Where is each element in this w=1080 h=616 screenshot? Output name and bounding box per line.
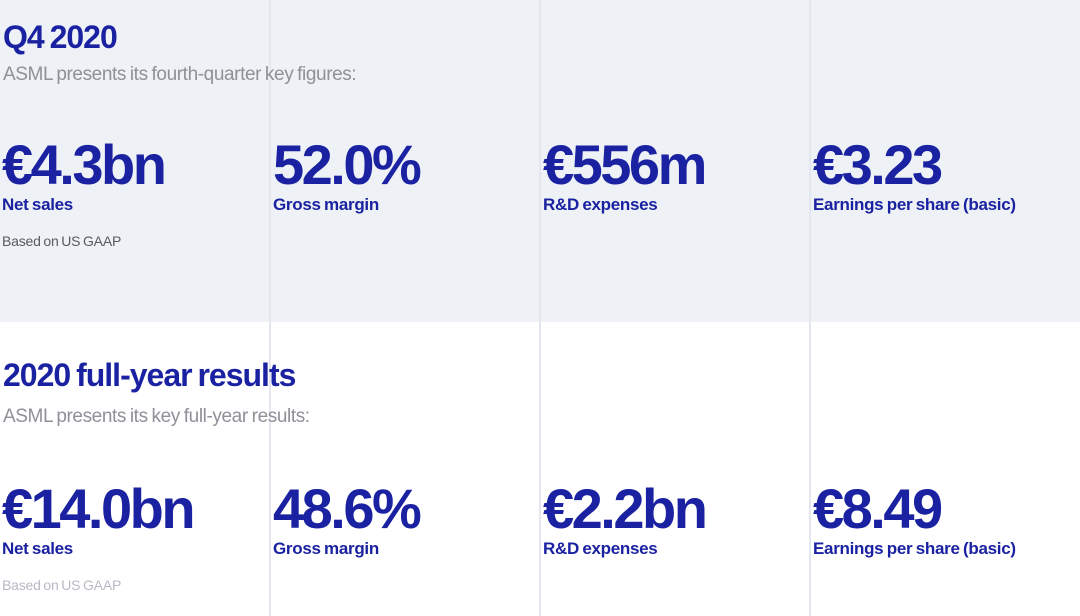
metric-value: €4.3bn bbox=[2, 133, 167, 196]
full-year-section-title: 2020 full-year results bbox=[3, 357, 296, 393]
metric-value: €3.23 bbox=[813, 133, 943, 196]
metric-q4-net-sales: €4.3bn Net sales Based on US GAAP bbox=[2, 136, 258, 250]
metric-q4-eps: €3.23 Earnings per share (basic) bbox=[813, 136, 1069, 215]
metric-fy-gross-margin: 48.6% Gross margin bbox=[273, 480, 529, 559]
full-year-section-subtitle: ASML presents its key full-year results: bbox=[3, 406, 310, 427]
metric-q4-gross-margin: 52.0% Gross margin bbox=[273, 136, 529, 215]
column-divider-2 bbox=[539, 0, 541, 616]
metric-note: Based on US GAAP bbox=[2, 233, 122, 249]
metric-note: Based on US GAAP bbox=[2, 577, 122, 593]
metric-value: €14.0bn bbox=[2, 477, 196, 540]
metric-value: 52.0% bbox=[273, 133, 422, 196]
metric-value: €2.2bn bbox=[543, 477, 708, 540]
metric-label: Earnings per share (basic) bbox=[813, 539, 1016, 558]
metric-q4-rd-expenses: €556m R&D expenses bbox=[543, 136, 799, 215]
column-divider-3 bbox=[809, 0, 811, 616]
metric-label: Earnings per share (basic) bbox=[813, 195, 1016, 214]
q4-section-title: Q4 2020 bbox=[3, 19, 118, 55]
column-divider-1 bbox=[269, 0, 271, 616]
metric-value: €556m bbox=[543, 133, 707, 196]
metric-label: Net sales bbox=[2, 539, 73, 558]
metric-fy-rd-expenses: €2.2bn R&D expenses bbox=[543, 480, 799, 559]
metric-label: Net sales bbox=[2, 195, 73, 214]
metric-label: Gross margin bbox=[273, 195, 379, 214]
metric-value: 48.6% bbox=[273, 477, 422, 540]
metric-fy-eps: €8.49 Earnings per share (basic) bbox=[813, 480, 1069, 559]
metric-label: Gross margin bbox=[273, 539, 379, 558]
metric-label: R&D expenses bbox=[543, 539, 658, 558]
metric-fy-net-sales: €14.0bn Net sales Based on US GAAP bbox=[2, 480, 258, 594]
q4-section-subtitle: ASML presents its fourth-quarter key fig… bbox=[3, 64, 357, 85]
metric-label: R&D expenses bbox=[543, 195, 658, 214]
metric-value: €8.49 bbox=[813, 477, 943, 540]
